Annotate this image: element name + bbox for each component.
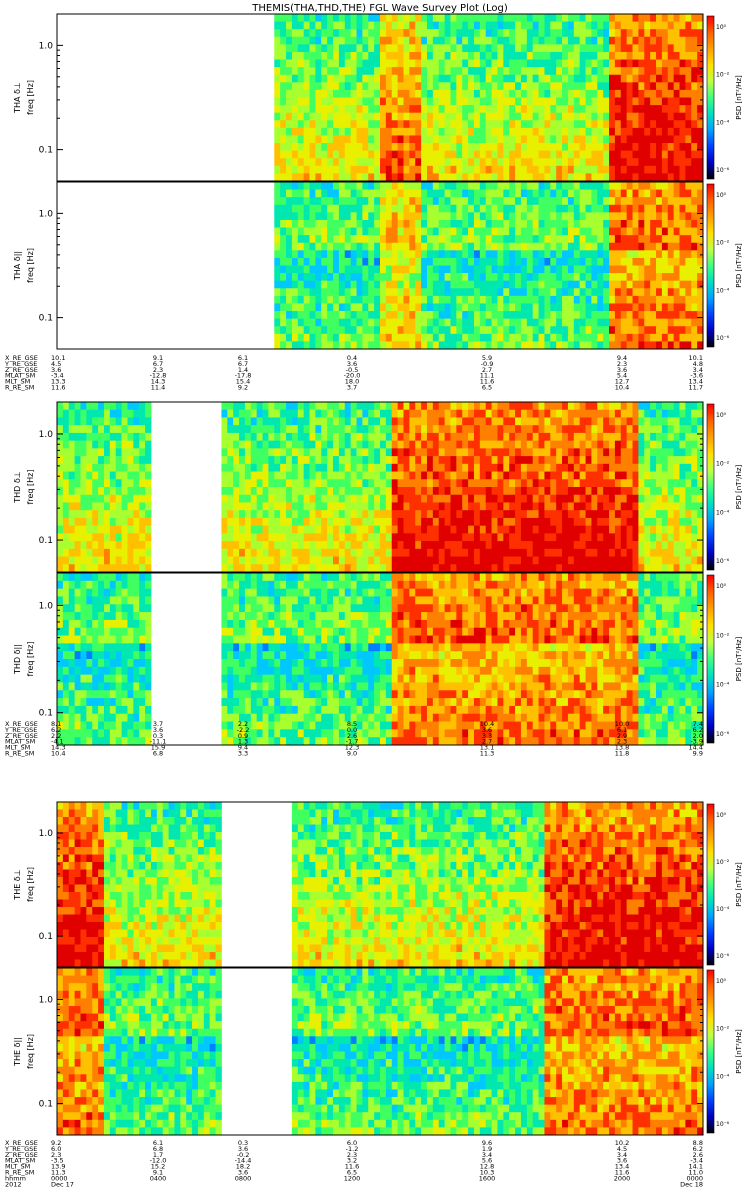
panel-tha-perp: 1.0 0.1 THA δ⊥ freq [Hz] 10⁰ 10⁻² 10⁻⁴ 10⁻⁶ PSD … <box>13 14 743 181</box>
panel-tha-par: 1.0 0.1 THA δ|| freq [Hz] 10⁰ 10⁻² 10⁻⁴ 10⁻⁶ PSD… <box>13 182 743 349</box>
time-axis-row-label: 2012 <box>5 1180 22 1188</box>
panel-thd-perp: 1.0 0.1 THD δ⊥ freq [Hz] 10⁰ 10⁻² 10⁻⁴ 10⁻⁶ PSD … <box>13 402 743 572</box>
time-axis-cell: 2000 <box>614 1174 631 1182</box>
colorbar-tick-label: 10⁰ <box>716 978 727 985</box>
y-tick-label: 0.1 <box>39 1100 53 1110</box>
colorbar-tick-label: 10⁻² <box>716 240 730 247</box>
colorbar-tick-label: 10⁰ <box>716 192 727 199</box>
y-tick-label: 0.1 <box>39 536 53 546</box>
colorbar-tick-label: 10⁻⁴ <box>716 906 730 913</box>
colorbar-tick-label: 10⁻⁶ <box>716 1121 730 1128</box>
ephemeris-cell: 9.2 <box>238 384 248 392</box>
ephemeris-row-label: R_RE_SM <box>5 384 34 392</box>
panel-thd-par: 1.0 0.1 THD δ|| freq [Hz] 10⁰ 10⁻² 10⁻⁴ 10⁻⁶ PSD… <box>13 573 743 745</box>
ephemeris-cell: 9.9 <box>693 750 703 758</box>
time-axis-cell: 1600 <box>479 1174 496 1182</box>
y-axis-label: freq [Hz] <box>26 470 35 505</box>
time-axis-cell: 0800 <box>235 1174 252 1182</box>
y-tick-label: 0.1 <box>39 932 53 942</box>
colorbar-label: PSD [nT²/Hz] <box>735 1029 743 1074</box>
colorbar-tick-label: 10⁻⁶ <box>716 731 730 738</box>
colorbar <box>707 970 714 1133</box>
colorbar-tick-label: 10⁻⁶ <box>716 953 730 960</box>
ephemeris-cell: 3.7 <box>347 384 357 392</box>
panel-label: THA δ|| <box>13 251 22 281</box>
colorbar-tick-label: 10⁻² <box>716 632 730 639</box>
y-axis-label: freq [Hz] <box>26 642 35 677</box>
ephemeris-cell: 3.3 <box>238 750 248 758</box>
colorbar-tick-label: 10⁻⁴ <box>716 287 730 294</box>
colorbar-tick-label: 10⁻⁴ <box>716 119 730 126</box>
time-axis-cell: 0400 <box>150 1174 167 1182</box>
time-axis-cell: 1200 <box>344 1174 361 1182</box>
ephemeris-cell: 10.4 <box>51 750 65 758</box>
colorbar <box>707 804 714 965</box>
figure-title: THEMIS(THA,THD,THE) FGL Wave Survey Plot… <box>251 3 508 14</box>
panel-the-perp: 1.0 0.1 THE δ⊥ freq [Hz] 10⁰ 10⁻² 10⁻⁴ 10⁻⁶ PSD … <box>13 802 743 967</box>
ephemeris-cell: 10.4 <box>615 384 629 392</box>
ephemeris-cell: 11.8 <box>615 750 629 758</box>
colorbar-tick-label: 10⁻⁶ <box>716 167 730 174</box>
colorbar-label: PSD [nT²/Hz] <box>735 243 743 288</box>
colorbar <box>707 575 714 743</box>
ephemeris-cell: 6.5 <box>482 384 492 392</box>
colorbar-tick-label: 10⁻⁶ <box>716 335 730 342</box>
y-tick-label: 1.0 <box>39 601 54 611</box>
colorbar-label: PSD [nT²/Hz] <box>735 636 743 681</box>
colorbar-tick-label: 10⁻² <box>716 461 730 468</box>
colorbar-tick-label: 10⁻⁴ <box>716 509 730 516</box>
colorbar-tick-label: 10⁰ <box>716 412 727 419</box>
colorbar-tick-label: 10⁰ <box>716 583 727 590</box>
y-tick-label: 1.0 <box>39 995 54 1005</box>
y-axis-label: freq [Hz] <box>26 80 35 115</box>
colorbar-tick-label: 10⁻⁴ <box>716 682 730 689</box>
ephemeris-cell: 6.8 <box>153 750 163 758</box>
colorbar-tick-label: 10⁻² <box>716 72 730 79</box>
ephemeris-cell: 11.4 <box>151 384 165 392</box>
y-axis-label: freq [Hz] <box>26 248 35 283</box>
colorbar <box>707 184 714 347</box>
colorbar <box>707 404 714 570</box>
spectrogram-panels: 1.0 0.1 THA δ⊥ freq [Hz] 10⁰ 10⁻² 10⁻⁴ 10⁻⁶ PSD … <box>13 14 743 1135</box>
y-tick-label: 0.1 <box>39 146 53 156</box>
panel-label: THE δ⊥ <box>13 869 22 900</box>
y-tick-label: 1.0 <box>39 41 54 51</box>
colorbar-label: PSD [nT²/Hz] <box>735 75 743 120</box>
ephemeris-cell: 11.6 <box>51 384 65 392</box>
colorbar-label: PSD [nT²/Hz] <box>735 464 743 509</box>
colorbar-tick-label: 10⁻⁴ <box>716 1073 730 1080</box>
ephemeris-row-label: R_RE_SM <box>5 750 34 758</box>
ephemeris-cell: 9.0 <box>347 750 357 758</box>
time-axis-cell: Dec 18 <box>680 1180 703 1188</box>
colorbar <box>707 16 714 179</box>
y-axis-label: freq [Hz] <box>26 867 35 902</box>
y-axis-label: freq [Hz] <box>26 1034 35 1069</box>
colorbar-tick-label: 10⁻⁶ <box>716 558 730 565</box>
y-tick-label: 1.0 <box>39 209 54 219</box>
y-tick-label: 0.1 <box>39 314 53 324</box>
panel-label: THA δ⊥ <box>13 82 22 114</box>
colorbar-tick-label: 10⁰ <box>716 812 727 819</box>
y-tick-label: 0.1 <box>39 709 53 719</box>
ephemeris-cell: 11.7 <box>689 384 703 392</box>
panel-label: THD δ|| <box>13 644 22 675</box>
panel-the-par: 1.0 0.1 THE δ|| freq [Hz] 10⁰ 10⁻² 10⁻⁴ 10⁻⁶ PSD… <box>13 968 743 1135</box>
panel-label: THD δ⊥ <box>13 471 22 504</box>
y-tick-label: 1.0 <box>39 430 54 440</box>
ephemeris-cell: 11.3 <box>480 750 494 758</box>
colorbar-tick-label: 10⁻² <box>716 1026 730 1033</box>
time-axis-cell: Dec 17 <box>51 1180 74 1188</box>
colorbar-tick-label: 10⁻² <box>716 859 730 866</box>
y-tick-label: 1.0 <box>39 829 54 839</box>
panel-label: THE δ|| <box>13 1037 22 1067</box>
colorbar-tick-label: 10⁰ <box>716 24 727 31</box>
colorbar-label: PSD [nT²/Hz] <box>735 862 743 907</box>
